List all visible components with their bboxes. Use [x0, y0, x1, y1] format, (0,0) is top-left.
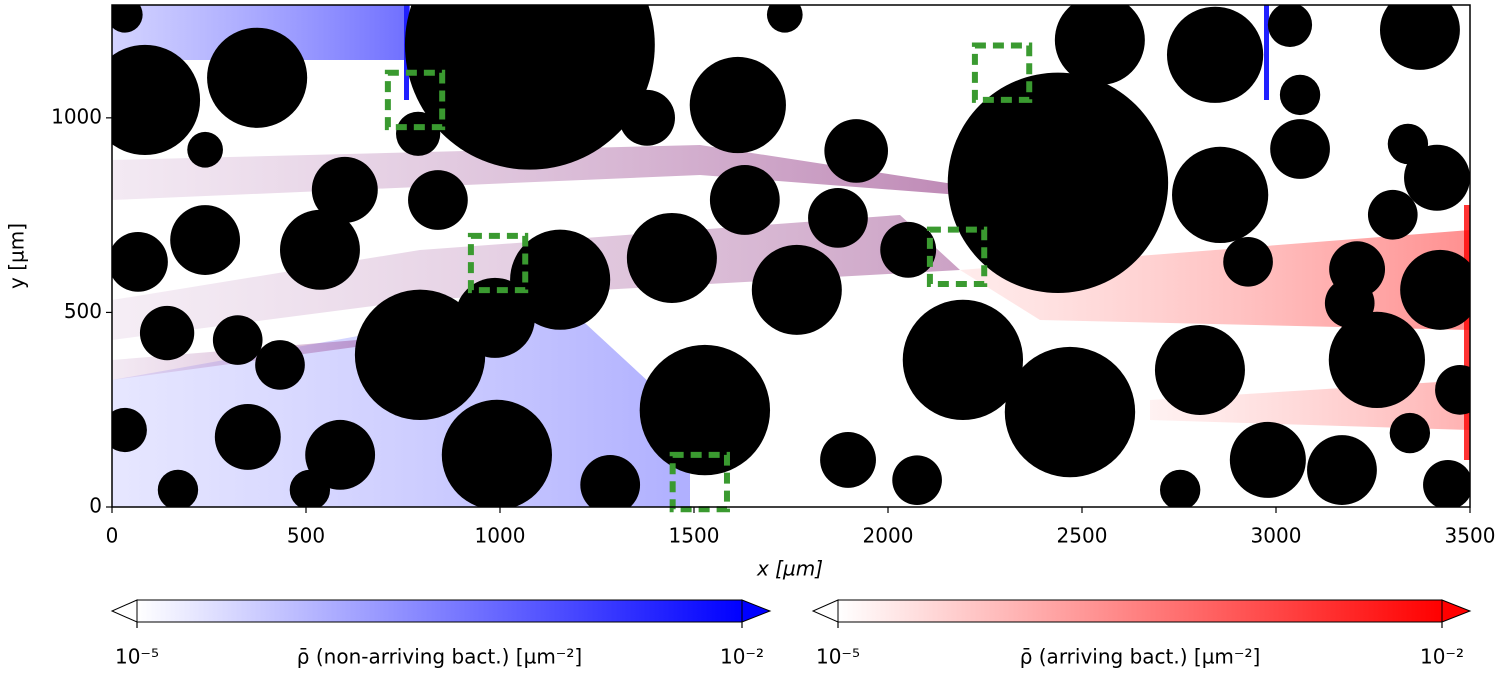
highlight-boxes — [384, 42, 1033, 513]
obstacle — [902, 299, 1024, 421]
obstacle — [214, 403, 281, 470]
x-tick-label: 0 — [106, 524, 119, 548]
obstacle — [187, 131, 223, 168]
colorbar-extend-low — [110, 599, 138, 623]
obstacles — [112, 5, 1470, 507]
obstacle — [280, 209, 360, 290]
obstacle — [1267, 5, 1313, 47]
obstacle — [947, 72, 1169, 294]
x-tick-label: 500 — [287, 524, 325, 548]
x-tick-label: 1500 — [669, 524, 720, 548]
obstacle — [1324, 278, 1375, 328]
obstacle — [404, 5, 655, 170]
obstacle — [112, 407, 147, 453]
colorbar-extend-high — [1441, 599, 1472, 623]
obstacle — [892, 455, 942, 505]
density-edge — [1464, 205, 1470, 460]
obstacle — [808, 187, 868, 248]
x-tick-label: 2000 — [863, 524, 914, 548]
obstacle — [112, 231, 168, 292]
highlight-box — [971, 42, 1033, 103]
obstacle — [709, 165, 780, 235]
y-axis-label: y [µm] — [5, 223, 29, 289]
obstacle — [580, 454, 641, 507]
highlight-box — [669, 451, 730, 513]
obstacle — [139, 305, 195, 361]
y-tick-label: 500 — [64, 299, 102, 323]
obstacle — [689, 56, 786, 154]
y-tick-label: 0 — [89, 494, 102, 518]
obstacle — [441, 399, 552, 507]
colorbar-tick-label: 10⁻⁵ — [816, 645, 860, 669]
obstacle — [1423, 459, 1470, 507]
obstacle — [1229, 421, 1306, 498]
obstacle — [1223, 237, 1273, 287]
obstacle — [510, 229, 611, 330]
obstacle — [1054, 5, 1145, 86]
obstacle — [170, 205, 241, 275]
x-tick-label: 1000 — [475, 524, 526, 548]
obstacle — [1387, 123, 1429, 165]
obstacle — [1159, 469, 1201, 507]
obstacle — [1379, 5, 1460, 70]
obstacle — [289, 469, 331, 507]
plot-frame — [111, 4, 1471, 508]
obstacle — [354, 289, 486, 421]
obstacle — [454, 277, 535, 358]
obstacle — [1166, 6, 1264, 103]
obstacle — [751, 244, 842, 335]
obstacle — [112, 44, 201, 156]
highlight-box — [467, 232, 529, 294]
highlight-box — [926, 226, 988, 287]
obstacle — [212, 315, 263, 365]
x-axis-label: x [µm] — [756, 557, 823, 581]
colorbar — [837, 599, 1443, 623]
obstacle — [311, 156, 378, 223]
obstacle — [1307, 435, 1377, 505]
colorbar — [136, 599, 743, 623]
highlight-box — [384, 69, 446, 131]
colorbar-tick-label: 10⁻² — [720, 645, 764, 669]
obstacle — [1435, 365, 1470, 415]
obstacle — [408, 170, 468, 230]
y-tick-label: 1000 — [51, 104, 102, 128]
obstacle — [1367, 189, 1418, 240]
obstacle — [305, 419, 376, 490]
obstacle — [824, 119, 889, 183]
x-tick-label: 3000 — [1251, 524, 1302, 548]
obstacle — [207, 27, 308, 128]
obstacle — [766, 5, 803, 33]
colorbars: 10⁻⁵ 10⁻² ρ̄ (non-arriving bact.) [µm⁻²] 10… — [110, 599, 1472, 669]
obstacle — [255, 340, 305, 390]
obstacle — [157, 469, 199, 507]
x-tick-label: 2500 — [1057, 524, 1108, 548]
obstacle — [820, 431, 876, 488]
obstacle — [1154, 325, 1245, 416]
axes: 0 500 1000 1500 2000 2500 3000 3500 0 500 1000 — [51, 104, 1495, 547]
obstacle — [880, 221, 937, 278]
obstacle — [1270, 119, 1330, 179]
obstacle — [1400, 249, 1470, 330]
colorbar-tick-label: 10⁻² — [1420, 645, 1464, 669]
colorbar-label: ρ̄ (arriving bact.) [µm⁻²] — [1020, 645, 1261, 669]
obstacle — [1004, 346, 1136, 478]
obstacle — [396, 111, 441, 156]
obstacle — [1328, 311, 1425, 409]
obstacle — [626, 212, 717, 303]
obstacle — [1404, 144, 1470, 211]
x-tick-label: 3500 — [1445, 524, 1496, 548]
colorbar-tick-label: 10⁻⁵ — [115, 645, 159, 669]
obstacle — [1172, 146, 1269, 244]
colorbar-extend-low — [811, 599, 839, 623]
obstacle — [619, 89, 675, 146]
density-edge — [1264, 5, 1269, 100]
obstacle — [112, 5, 143, 33]
colorbar-extend-high — [741, 599, 772, 623]
obstacle — [1389, 412, 1431, 454]
obstacle — [1279, 74, 1321, 116]
colorbar-label: ρ̄ (non-arriving bact.) [µm⁻²] — [297, 645, 582, 669]
obstacle — [639, 344, 771, 476]
